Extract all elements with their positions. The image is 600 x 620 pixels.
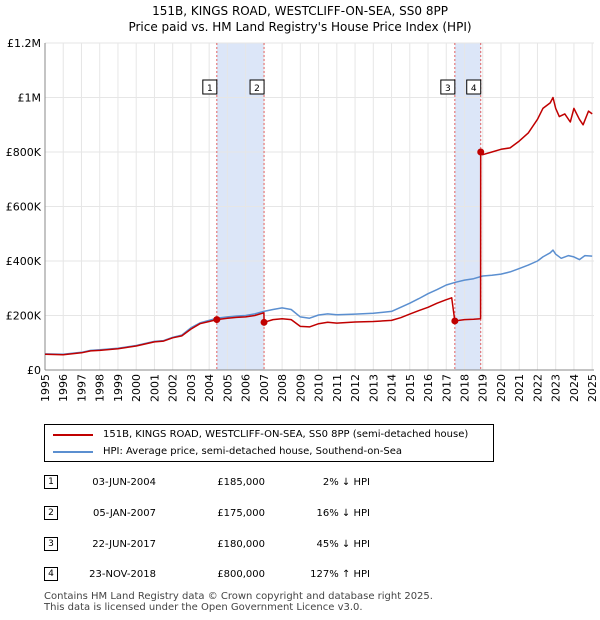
x-tick-label: 1997 [75,374,88,402]
sale-point [451,317,459,325]
x-tick-label: 2017 [440,374,453,402]
x-tick-label: 2024 [568,374,581,402]
legend-label-hpi: HPI: Average price, semi-detached house,… [103,446,402,457]
x-tick-label: 2015 [404,374,417,402]
sale-label: 2 [254,84,260,94]
transaction-number: 2 [44,506,58,520]
transaction-number: 4 [44,567,58,581]
x-tick-label: 2016 [422,374,435,402]
sale-label: 4 [471,84,477,94]
transaction-number: 3 [44,537,58,551]
y-tick-label: £800K [6,146,42,159]
x-tick-label: 2013 [367,374,380,402]
x-tick-label: 2020 [495,374,508,402]
x-tick-label: 2008 [276,374,289,402]
x-tick-label: 2004 [203,374,216,402]
sale-label-box [466,79,482,95]
x-tick-label: 2001 [148,374,161,402]
chart-title: 151B, KINGS ROAD, WESTCLIFF-ON-SEA, SS0 … [152,4,448,18]
sale-label: 1 [207,84,213,94]
x-tick-label: 2012 [349,374,362,402]
legend-swatch-property [53,434,93,436]
x-tick-label: 2000 [130,374,143,402]
transaction-price: £180,000 [217,539,265,550]
sale-label: 3 [445,84,451,94]
property-price-line [44,96,593,356]
transaction-price: £175,000 [217,508,265,519]
transaction-price: £800,000 [217,569,265,580]
price-chart: 1 2 3 4 £0 £200K £400K £600K £800K £1M £1.2M 1995 19… [6,37,599,402]
footer-licence: This data is licensed under the Open Gov… [44,602,363,613]
transaction-hpi: 127% ↑ HPI [310,569,370,580]
transaction-hpi: 45% ↓ HPI [316,539,370,550]
y-tick-label: £1.2M [7,37,41,50]
y-tick-label: £1M [18,92,42,105]
x-tick-label: 2023 [550,374,563,402]
x-tick-label: 2006 [240,374,253,402]
chart-subtitle: Price paid vs. HM Land Registry's House … [128,20,472,34]
sale-point [260,318,268,326]
legend-item-hpi: HPI: Average price, semi-detached house,… [53,444,402,460]
transaction-number: 1 [44,475,58,489]
footer-copyright: Contains HM Land Registry data © Crown c… [44,591,433,602]
x-tick-label: 2022 [531,374,544,402]
y-tick-label: £200K [6,310,42,323]
x-tick-label: 1999 [112,374,125,402]
legend: 151B, KINGS ROAD, WESTCLIFF-ON-SEA, SS0 … [44,424,494,462]
y-tick-label: £600K [6,201,42,214]
transaction-date: 23-NOV-2018 [89,569,156,580]
x-tick-label: 2018 [459,374,472,402]
transaction-price: £185,000 [217,477,265,488]
x-tick-label: 2011 [331,374,344,402]
legend-swatch-hpi [53,451,93,453]
y-tick-label: £400K [6,255,42,268]
x-tick-label: 2003 [185,374,198,402]
x-tick-label: 1995 [39,374,52,402]
sale-point [213,316,221,324]
y-tick-label: £0 [27,364,41,377]
x-tick-label: 2009 [294,374,307,402]
sale-label-box [249,79,265,95]
transaction-date: 22-JUN-2017 [92,539,156,550]
sale-label-box [440,79,456,95]
x-tick-label: 1996 [57,374,70,402]
transaction-hpi: 16% ↓ HPI [316,508,370,519]
transaction-date: 05-JAN-2007 [92,508,156,519]
x-tick-label: 2021 [513,374,526,402]
x-tick-label: 2007 [258,374,271,402]
sale-point [477,148,485,156]
transaction-date: 03-JUN-2004 [92,477,156,488]
legend-item-property: 151B, KINGS ROAD, WESTCLIFF-ON-SEA, SS0 … [53,427,468,443]
x-tick-label: 2019 [477,374,490,402]
x-tick-label: 2002 [167,374,180,402]
x-tick-label: 2010 [313,374,326,402]
legend-label-property: 151B, KINGS ROAD, WESTCLIFF-ON-SEA, SS0 … [103,429,469,440]
x-tick-label: 2014 [386,374,399,402]
x-tick-label: 1998 [94,374,107,402]
x-tick-label: 2025 [586,374,599,402]
transaction-hpi: 2% ↓ HPI [322,477,370,488]
x-tick-label: 2005 [221,374,234,402]
sale-label-box [202,79,218,95]
